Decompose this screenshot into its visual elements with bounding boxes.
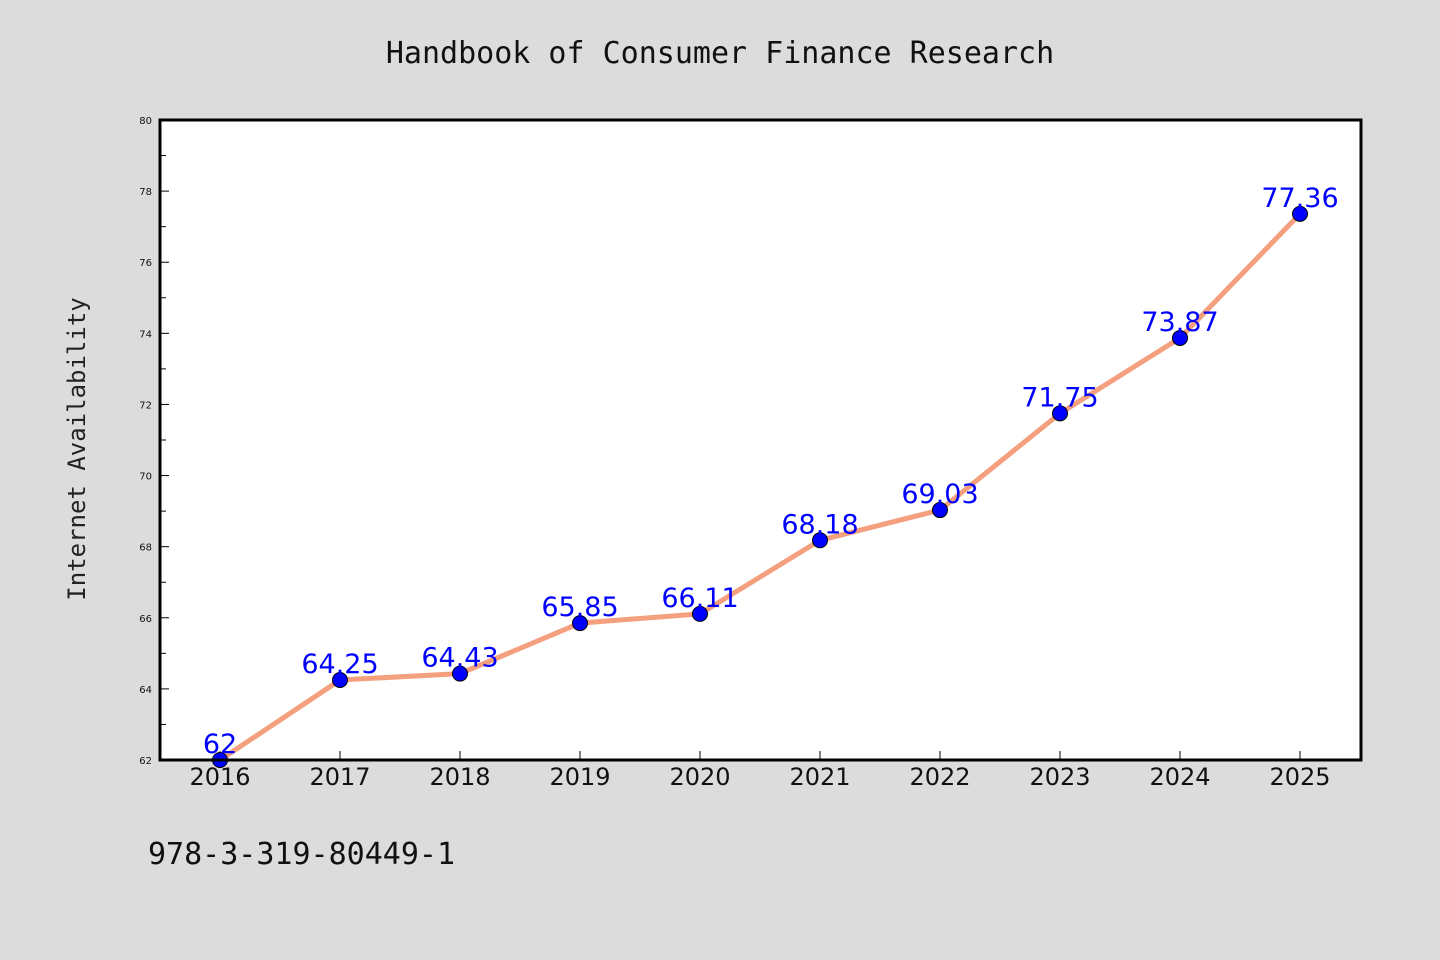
x-tick-label: 2025 bbox=[1269, 763, 1330, 791]
y-axis: 62 64 66 68 70 72 74 76 78 80 bbox=[139, 116, 169, 767]
x-tick-label: 2022 bbox=[909, 763, 970, 791]
y-tick-label: 62 bbox=[139, 756, 152, 767]
x-tick-label: 2023 bbox=[1029, 763, 1090, 791]
data-label: 77.36 bbox=[1261, 183, 1338, 214]
data-point bbox=[1292, 205, 1308, 222]
data-label: 62 bbox=[203, 729, 237, 760]
data-point bbox=[572, 615, 588, 632]
y-tick-label: 66 bbox=[139, 614, 152, 625]
data-label: 64.43 bbox=[421, 643, 498, 674]
data-label: 64.25 bbox=[301, 649, 378, 680]
data-label: 68.18 bbox=[781, 509, 858, 540]
data-labels: 62 64.25 64.43 65.85 66.11 68.18 69.03 71.75 73.… bbox=[203, 183, 1339, 760]
data-label: 69.03 bbox=[901, 479, 978, 510]
x-tick-label: 2018 bbox=[429, 763, 490, 791]
plot-area bbox=[160, 120, 1361, 760]
isbn-footer: 978-3-319-80449-1 bbox=[148, 837, 455, 872]
plot-frame bbox=[158, 118, 1363, 762]
y-tick-label: 76 bbox=[139, 258, 152, 269]
y-tick-label: 64 bbox=[139, 685, 152, 696]
data-point bbox=[1052, 405, 1068, 422]
y-tick-label: 72 bbox=[139, 400, 152, 411]
x-tick-label: 2019 bbox=[549, 763, 610, 791]
data-label: 65.85 bbox=[541, 592, 618, 623]
data-point bbox=[1172, 329, 1188, 346]
data-label: 66.11 bbox=[661, 583, 738, 614]
y-tick-label: 68 bbox=[139, 543, 152, 554]
data-point bbox=[332, 672, 348, 688]
chart-title: Handbook of Consumer Finance Research bbox=[386, 36, 1054, 71]
series-layer bbox=[212, 205, 1308, 768]
y-tick-label: 80 bbox=[139, 116, 152, 127]
y-tick-label: 74 bbox=[139, 329, 152, 340]
series-line bbox=[217, 211, 1303, 763]
x-tick-label: 2021 bbox=[789, 763, 850, 791]
y-axis-label: Internet Availability bbox=[63, 297, 91, 600]
data-point bbox=[932, 502, 948, 519]
data-point bbox=[452, 665, 468, 682]
data-point bbox=[692, 605, 708, 622]
x-tick-label: 2017 bbox=[309, 763, 370, 791]
x-tick-label: 2020 bbox=[669, 763, 730, 791]
y-tick-label: 78 bbox=[139, 187, 152, 198]
y-tick-label: 70 bbox=[139, 472, 152, 483]
data-point bbox=[812, 532, 828, 549]
x-tick-label: 2024 bbox=[1149, 763, 1210, 791]
data-label: 73.87 bbox=[1141, 307, 1218, 338]
data-label: 71.75 bbox=[1021, 382, 1098, 413]
